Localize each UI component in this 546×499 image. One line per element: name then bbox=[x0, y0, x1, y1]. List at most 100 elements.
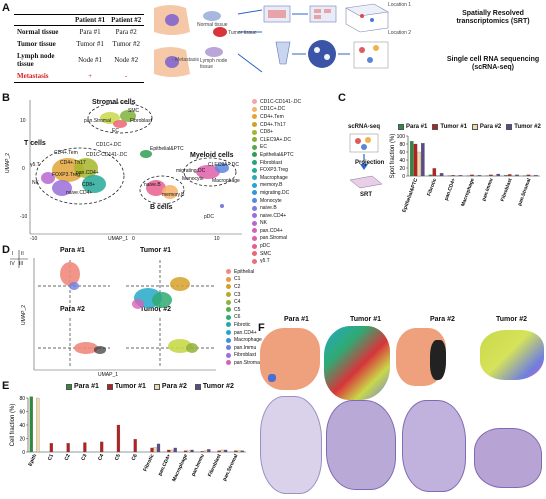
chart-e-legend-label: Tumor #1 bbox=[114, 383, 146, 390]
chart-e-xtick-label: Epith bbox=[27, 453, 38, 467]
table-header-patient2: Patient #2 bbox=[108, 14, 145, 26]
umap-b-legend-label: NK bbox=[260, 220, 267, 227]
chart-e-bar bbox=[207, 449, 211, 453]
umap-b-legend-label: CD8+ bbox=[260, 129, 273, 136]
chart-e-bar bbox=[49, 443, 53, 453]
workflow-arrows bbox=[237, 9, 263, 73]
umap-b-legend-swatch bbox=[252, 99, 257, 105]
panel-label-e: E bbox=[2, 380, 10, 392]
chart-e-bar bbox=[83, 442, 87, 453]
chart-c-bar bbox=[489, 174, 493, 177]
chart-c-ytick-label: 20 bbox=[399, 166, 405, 172]
chart-c-legend-label: Para #1 bbox=[406, 124, 428, 130]
umap-b-legend-swatch bbox=[252, 205, 257, 211]
tube-icon bbox=[275, 41, 291, 65]
umap-d-legend-item: Epithelial bbox=[226, 268, 262, 276]
chart-c-legend-label: Tumor #2 bbox=[514, 124, 541, 130]
umap-b-legend-item: CD8+ bbox=[252, 128, 301, 136]
umap-b-legend-label: SMC bbox=[260, 250, 272, 257]
cell-lymph-p1: Node #1 bbox=[78, 56, 103, 64]
chart-c-ytick-label: 40 bbox=[399, 158, 405, 164]
cluster-label-migratingdc: migrating.DC bbox=[176, 168, 206, 174]
chart-c-bar bbox=[470, 174, 474, 177]
umap-b-legend-swatch bbox=[252, 167, 257, 173]
chart-c-legend-swatch bbox=[471, 124, 478, 130]
normal-tissue-icon bbox=[203, 11, 221, 21]
umap-b-legend-item: Macrophage bbox=[252, 174, 301, 182]
quadrant-label-1: I bbox=[12, 251, 14, 257]
chart-c-bar bbox=[439, 173, 444, 177]
chart-e-xtick-label: Macrophage bbox=[171, 453, 189, 482]
umap-d-legend-item: C5 bbox=[226, 306, 262, 314]
stromal-outline bbox=[87, 102, 153, 134]
chart-e-bar bbox=[29, 396, 33, 453]
chart-e-bar bbox=[167, 449, 171, 453]
quadrant-label-3: III bbox=[19, 261, 24, 267]
tcell-outline bbox=[35, 147, 125, 205]
chart-c-legend-item: Tumor #1 bbox=[432, 124, 467, 130]
group-label-bcells: B cells bbox=[150, 204, 173, 211]
umap-b-legend-item: CD4+.Tem bbox=[252, 113, 301, 121]
chart-e-bar bbox=[187, 450, 191, 453]
cluster-label-monocyte: Monocyte bbox=[182, 176, 204, 182]
chart-e-bar bbox=[153, 447, 157, 453]
cluster-label-clec9a: CLEC9A+.DC bbox=[208, 162, 239, 168]
umap-plot-d bbox=[33, 258, 216, 371]
umap-b-legend-label: pDC bbox=[260, 243, 271, 250]
chart-c-legend-item: Tumor #2 bbox=[506, 124, 541, 130]
panel-label-f: F bbox=[258, 322, 265, 334]
umap-d-legend-swatch bbox=[226, 269, 231, 275]
umap-b-legend-label: Macrophage bbox=[260, 174, 288, 181]
umap-d-legend-swatch bbox=[226, 330, 231, 336]
cluster-label-epithelial: Epithelial&PTC bbox=[150, 146, 184, 152]
umap-title-para1: Para #1 bbox=[60, 247, 85, 254]
cluster-label-naivecd4: naive.CD4+ bbox=[66, 190, 93, 196]
chart-c-ytick-label: 80 bbox=[399, 142, 405, 148]
he-image-para2 bbox=[402, 400, 466, 492]
chart-e-xtick-label: C5 bbox=[114, 453, 122, 462]
cluster-label-cd1c-dc: CD1C-CD141-.DC bbox=[86, 152, 128, 158]
umap-b-legend-label: migrating.DC bbox=[260, 189, 290, 196]
umap-d-legend-item: Macrophage bbox=[226, 336, 262, 344]
para2-epithelial-cloud bbox=[74, 342, 98, 354]
group-label-tcells: T cells bbox=[24, 140, 46, 147]
chart-e-ytick-label: 80 bbox=[19, 396, 25, 402]
bcell-cluster-1 bbox=[146, 180, 166, 196]
chart-e-legend-label: Para #2 bbox=[161, 383, 187, 390]
umap-d-legend-swatch bbox=[226, 284, 231, 290]
umap-d-legend-label: pan.Stromal bbox=[234, 359, 261, 366]
chart-e-bar bbox=[234, 450, 238, 453]
tumor2-cloud-2 bbox=[186, 343, 198, 353]
umap-b-legend-item: naive.B bbox=[252, 204, 301, 212]
chart-e-bar bbox=[237, 450, 241, 453]
chart-c-bar bbox=[432, 168, 437, 177]
chart-c-bar bbox=[507, 174, 512, 177]
umap-d-legend-swatch bbox=[226, 322, 231, 328]
srt-small-label: SRT bbox=[360, 192, 372, 198]
umap-b-legend-swatch bbox=[252, 251, 257, 257]
chart-e-legend-item: Para #2 bbox=[153, 383, 187, 390]
umap-b-legend-label: CLEC9A+.DC bbox=[260, 136, 291, 143]
chart-e-xtick-label: Fibrotic bbox=[142, 453, 155, 472]
chart-e-xtick-label: pan.Immu bbox=[190, 453, 205, 477]
bcell-cluster-2 bbox=[162, 185, 178, 199]
umap-b-legend-item: naive.CD4+ bbox=[252, 212, 301, 220]
spot-map-para2-fibroblast bbox=[430, 340, 446, 380]
umap-b-legend-label: CD1C+.DC bbox=[260, 106, 286, 113]
chart-c-xtick-label: pan.CD4+ bbox=[443, 178, 457, 202]
umap-b-legend-swatch bbox=[252, 198, 257, 204]
chart-c-bar bbox=[451, 175, 455, 177]
chart-c-ytick-label: 100 bbox=[397, 134, 406, 140]
chart-c-xtick-label: Fibrotic bbox=[426, 177, 438, 196]
umap-d-legend-item: C1 bbox=[226, 276, 262, 284]
chart-e-legend-item: Para #1 bbox=[66, 383, 99, 390]
umap-b-legend-swatch bbox=[252, 129, 257, 135]
quadrant-key bbox=[10, 250, 28, 268]
umap-d-legend-label: C4 bbox=[234, 299, 241, 306]
umap-d-legend-label: Epithelial bbox=[234, 268, 255, 275]
umap-b-legend-label: pan.Stromal bbox=[260, 235, 287, 242]
umap-b-legend-label: pan.CD4+ bbox=[260, 227, 283, 234]
location2-label: Location 2 bbox=[388, 30, 412, 36]
myeloid-cluster-1 bbox=[196, 165, 220, 179]
